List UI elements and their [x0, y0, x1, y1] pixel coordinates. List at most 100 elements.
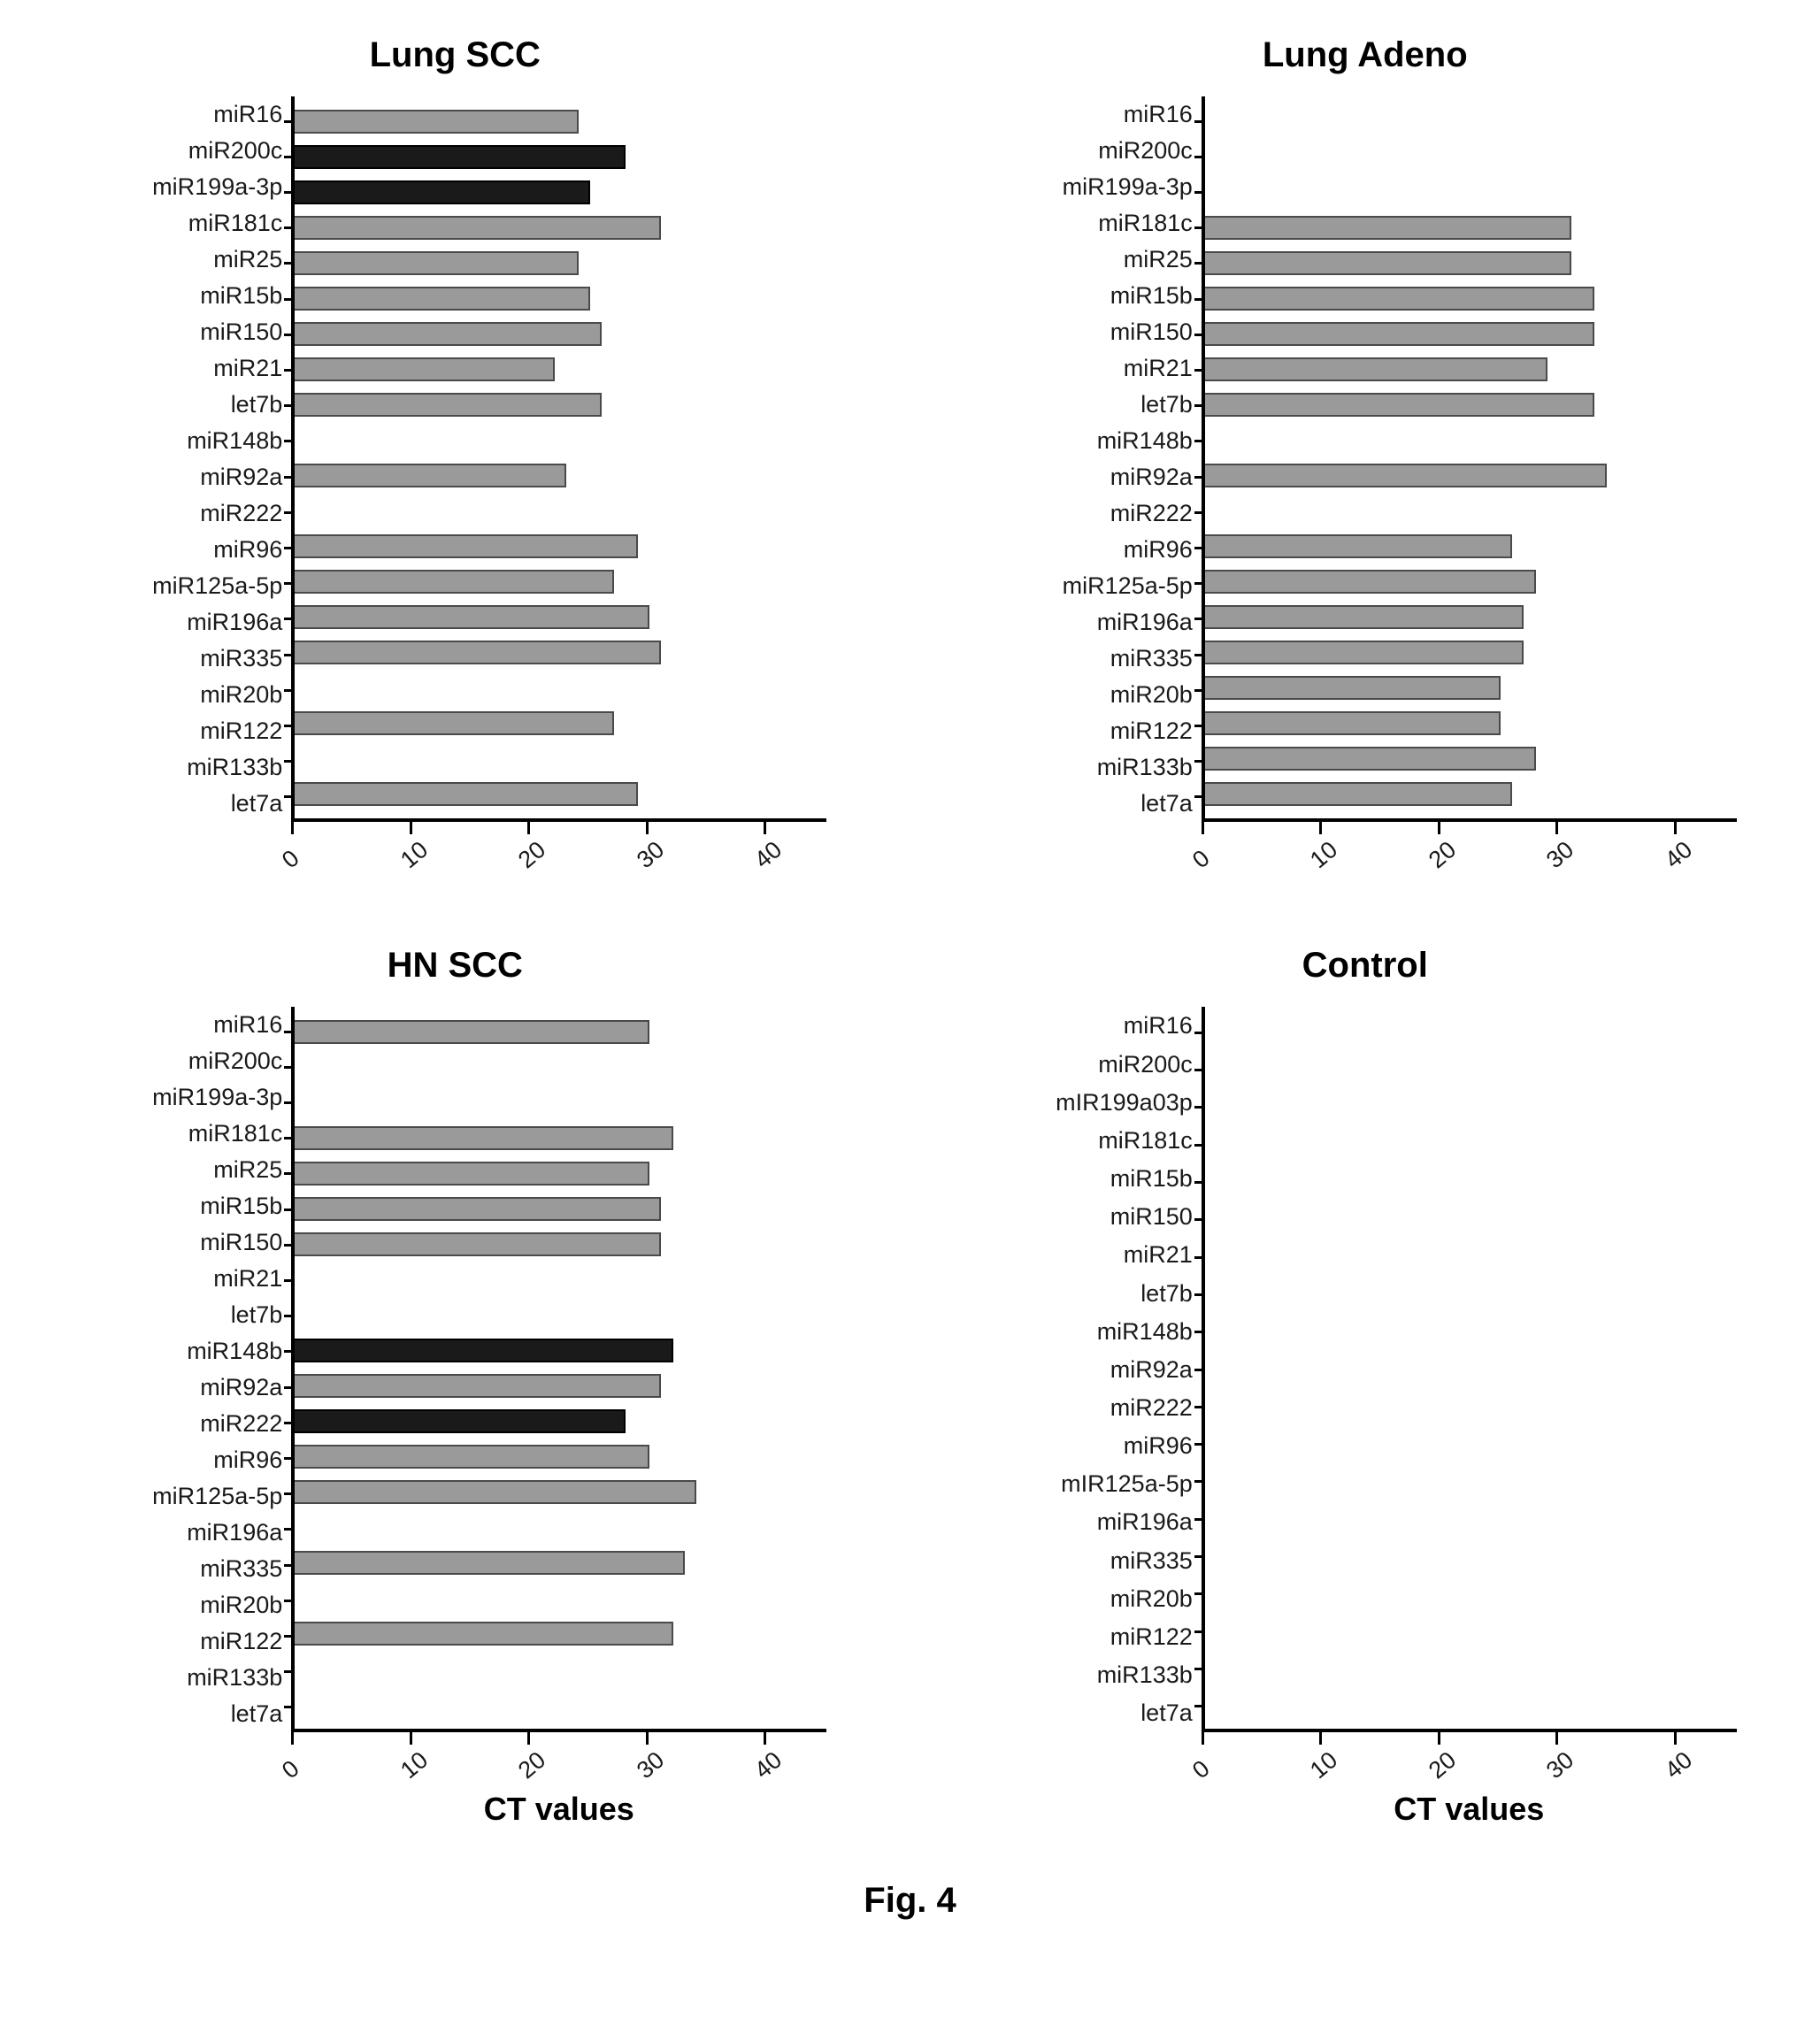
y-category-label: miR335 [83, 1551, 282, 1586]
bar-slot [1205, 1423, 1737, 1461]
y-tick [284, 334, 295, 336]
y-category-label: let7a [83, 1696, 282, 1731]
y-category-label: miR148b [994, 1313, 1193, 1350]
y-category-label: miR25 [83, 242, 282, 277]
bar-slot [295, 634, 826, 670]
y-tick [1194, 1331, 1205, 1333]
bar [1205, 711, 1501, 735]
x-tick [410, 1732, 412, 1745]
bar [295, 605, 649, 629]
bar-slot [1205, 1162, 1737, 1200]
chart-title: Control [1302, 946, 1428, 986]
y-tick [1194, 334, 1205, 336]
bar-slot [1205, 1386, 1737, 1423]
bar [295, 1374, 661, 1398]
bar [295, 1445, 649, 1469]
y-tick [1194, 369, 1205, 372]
bar-slot [295, 1297, 826, 1332]
y-axis-labels: miR16miR200cmIR199a03pmiR181cmiR15bmiR15… [994, 1007, 1202, 1732]
bar-slot [1205, 1125, 1737, 1162]
x-tick [1674, 1732, 1677, 1745]
bar-slot [295, 316, 826, 351]
bar [1205, 570, 1536, 594]
y-tick [284, 156, 295, 158]
y-category-label: miR125a-5p [994, 568, 1193, 603]
plot-area [1202, 96, 1737, 822]
y-category-label: miR92a [83, 459, 282, 495]
y-tick [284, 191, 295, 194]
x-tick [764, 1732, 766, 1745]
y-category-label: miR133b [994, 749, 1193, 785]
bar-slot [295, 1580, 826, 1615]
y-tick [284, 1137, 295, 1139]
bar [1205, 641, 1524, 664]
y-tick [284, 120, 295, 123]
y-tick [1194, 582, 1205, 585]
bar [1205, 782, 1512, 806]
bar-slot [1205, 1498, 1737, 1535]
y-category-label: miR16 [83, 1007, 282, 1042]
bar [295, 464, 566, 487]
bar [1205, 216, 1571, 240]
x-tick [764, 822, 766, 834]
y-category-label: miR16 [83, 96, 282, 132]
x-axis-ticks: 010203040 [291, 1732, 826, 1785]
chart-frame: miR16miR200cmiR199a-3pmiR181cmiR25miR15b… [83, 1007, 826, 1828]
x-tick [646, 822, 649, 834]
chart-grid: Lung SCC miR16miR200cmiR199a-3pmiR181cmiR… [53, 35, 1767, 1828]
y-category-label: miR122 [83, 713, 282, 748]
y-tick [284, 1422, 295, 1424]
y-tick [284, 1315, 295, 1317]
y-tick [1194, 1668, 1205, 1670]
bar-slot [295, 210, 826, 245]
bar [1205, 322, 1595, 346]
chart-panel-hn_scc: HN SCCmiR16miR200cmiR199a-3pmiR181cmiR25… [53, 946, 857, 1828]
y-category-label: miR200c [994, 133, 1193, 168]
bar-slot [1205, 528, 1737, 564]
chart-title: Lung SCC [370, 35, 541, 75]
y-category-label: miR335 [994, 641, 1193, 676]
bar-slot [295, 245, 826, 280]
bar-slot [1205, 387, 1737, 422]
y-category-label: miR92a [994, 459, 1193, 495]
y-tick [1194, 226, 1205, 229]
y-tick [284, 654, 295, 656]
y-category-label: let7b [83, 387, 282, 422]
y-tick [1194, 1256, 1205, 1259]
bar [295, 1162, 649, 1185]
bar-slot [295, 670, 826, 705]
y-category-label: miR15b [83, 278, 282, 313]
x-tick [527, 822, 530, 834]
y-tick [284, 476, 295, 479]
y-tick [1194, 262, 1205, 265]
bar [1205, 357, 1547, 381]
bar-slot [295, 1049, 826, 1085]
x-tick [1202, 1732, 1204, 1745]
y-tick [1194, 1106, 1205, 1109]
bar [295, 534, 637, 558]
y-category-label: miR181c [83, 1116, 282, 1151]
bar-slot [1205, 599, 1737, 634]
x-tick [527, 1732, 530, 1745]
bar-slot [1205, 245, 1737, 280]
x-axis-ticks: 010203040 [1202, 1732, 1737, 1785]
y-category-label: miR20b [83, 1587, 282, 1623]
bar-slot [295, 1155, 826, 1191]
x-tick [291, 1732, 294, 1745]
x-tick-label: 30 [632, 836, 670, 874]
bar-slot [1205, 174, 1737, 210]
bar [295, 1126, 672, 1150]
y-category-label: miR222 [83, 495, 282, 531]
x-tick-label: 10 [1305, 836, 1343, 874]
bar [1205, 534, 1512, 558]
y-tick [1194, 1069, 1205, 1071]
bar-slot [295, 1332, 826, 1368]
y-axis-labels: miR16miR200cmiR199a-3pmiR181cmiR25miR15b… [83, 1007, 291, 1732]
chart-frame: miR16miR200cmiR199a-3pmiR181cmiR25miR15b… [994, 96, 1737, 875]
bar [295, 1480, 696, 1504]
y-tick [284, 1208, 295, 1211]
plot-area [291, 96, 826, 822]
bar-slot [1205, 1051, 1737, 1088]
y-tick [284, 1635, 295, 1638]
y-tick [1194, 440, 1205, 442]
